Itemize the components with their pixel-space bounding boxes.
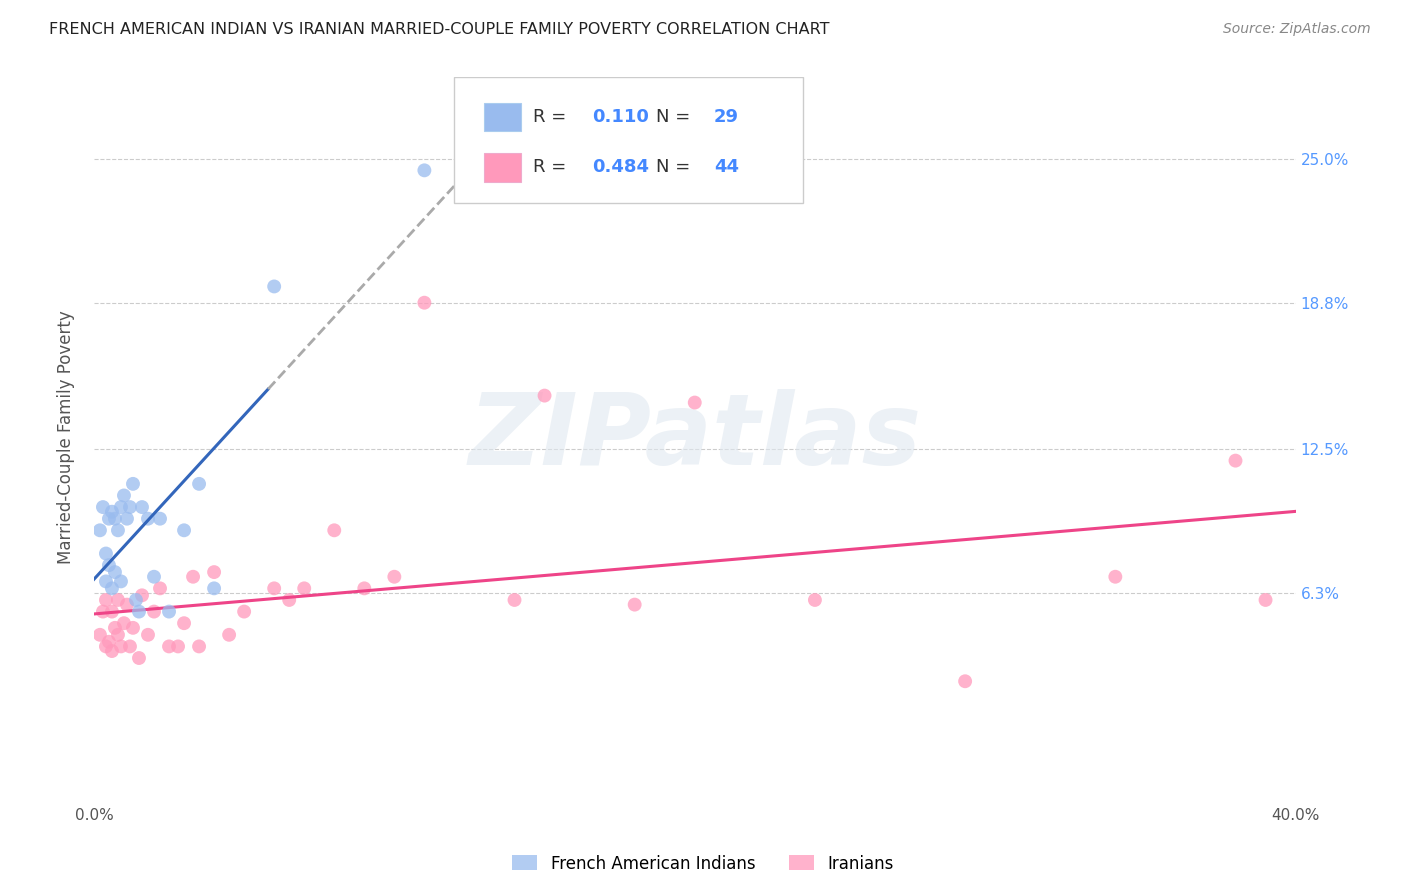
Point (115, 511, 138, 525)
Point (94, 593, 117, 607)
Point (118, 500, 141, 514)
Point (1254, 593, 1277, 607)
Y-axis label: Married-Couple Family Poverty: Married-Couple Family Poverty (58, 310, 75, 565)
Point (91, 605, 114, 619)
Point (104, 511, 127, 525)
Point (89, 628, 111, 642)
FancyBboxPatch shape (485, 153, 520, 182)
Point (503, 593, 526, 607)
Point (104, 565, 127, 579)
Point (131, 588, 153, 602)
Point (128, 651, 150, 665)
Point (91, 500, 114, 514)
Point (131, 500, 153, 514)
Point (136, 511, 159, 525)
Text: R =: R = (533, 108, 571, 126)
Point (112, 488, 135, 502)
Point (533, 389, 555, 403)
Point (94, 574, 117, 589)
Point (125, 593, 148, 607)
Text: N =: N = (657, 108, 696, 126)
Point (804, 593, 827, 607)
Point (157, 605, 180, 619)
FancyBboxPatch shape (485, 103, 520, 131)
Point (382, 570, 405, 584)
Text: FRENCH AMERICAN INDIAN VS IRANIAN MARRIED-COUPLE FAMILY POVERTY CORRELATION CHAR: FRENCH AMERICAN INDIAN VS IRANIAN MARRIE… (49, 22, 830, 37)
Point (97, 634, 120, 648)
Point (953, 674, 976, 689)
Point (1225, 453, 1247, 467)
Point (202, 565, 225, 579)
Point (104, 621, 127, 635)
FancyBboxPatch shape (454, 78, 803, 203)
Point (110, 574, 132, 589)
Point (413, 163, 436, 178)
Point (118, 640, 141, 654)
Point (143, 570, 166, 584)
Point (110, 500, 132, 514)
Point (122, 476, 145, 491)
Point (202, 582, 225, 596)
Point (89, 524, 111, 538)
Point (278, 593, 301, 607)
Point (263, 582, 285, 596)
Point (413, 295, 436, 310)
Text: ZIPatlas: ZIPatlas (468, 389, 921, 486)
Point (94, 640, 117, 654)
Point (101, 605, 124, 619)
Point (107, 628, 129, 642)
Point (683, 395, 706, 409)
Point (188, 476, 211, 491)
Point (623, 598, 645, 612)
Text: Source: ZipAtlas.com: Source: ZipAtlas.com (1223, 22, 1371, 37)
Point (149, 511, 172, 525)
Point (107, 593, 129, 607)
Text: 29: 29 (714, 108, 740, 126)
Text: 0.110: 0.110 (592, 108, 650, 126)
Point (110, 640, 132, 654)
Point (101, 505, 124, 519)
Point (97, 511, 120, 525)
Point (173, 616, 195, 631)
Point (292, 582, 315, 596)
Text: N =: N = (657, 159, 696, 177)
Point (97, 558, 120, 573)
Legend: French American Indians, Iranians: French American Indians, Iranians (506, 848, 900, 880)
Point (112, 616, 135, 631)
Point (1104, 570, 1126, 584)
Point (233, 605, 256, 619)
Point (115, 598, 138, 612)
Text: R =: R = (533, 159, 571, 177)
Point (157, 640, 180, 654)
Point (122, 621, 145, 635)
Text: 0.484: 0.484 (592, 159, 650, 177)
Point (94, 547, 117, 561)
Point (323, 524, 346, 538)
Point (128, 605, 150, 619)
Point (136, 628, 159, 642)
Point (173, 524, 195, 538)
Point (188, 640, 211, 654)
Text: 44: 44 (714, 159, 740, 177)
Point (149, 582, 172, 596)
Point (353, 582, 375, 596)
Point (143, 605, 166, 619)
Point (218, 628, 240, 642)
Point (101, 582, 124, 596)
Point (263, 279, 285, 293)
Point (107, 524, 129, 538)
Point (101, 644, 124, 658)
Point (167, 640, 190, 654)
Point (181, 570, 204, 584)
